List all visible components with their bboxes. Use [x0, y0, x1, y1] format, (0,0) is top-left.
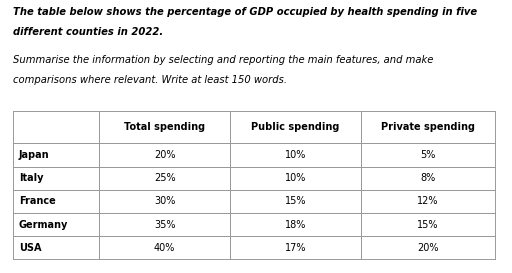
Text: Total spending: Total spending — [124, 122, 205, 132]
Text: The table below shows the percentage of GDP occupied by health spending in five: The table below shows the percentage of … — [13, 7, 477, 17]
Text: comparisons where relevant. Write at least 150 words.: comparisons where relevant. Write at lea… — [13, 75, 287, 85]
Text: 8%: 8% — [420, 173, 435, 183]
Text: 5%: 5% — [420, 150, 436, 160]
Text: Italy: Italy — [19, 173, 44, 183]
Text: 20%: 20% — [154, 150, 176, 160]
Text: 30%: 30% — [154, 196, 176, 206]
Text: 17%: 17% — [285, 243, 306, 253]
Text: USA: USA — [19, 243, 41, 253]
Text: 35%: 35% — [154, 219, 176, 230]
Text: Public spending: Public spending — [251, 122, 340, 132]
Text: Japan: Japan — [19, 150, 50, 160]
Text: 15%: 15% — [417, 219, 439, 230]
Text: 12%: 12% — [417, 196, 439, 206]
Text: France: France — [19, 196, 56, 206]
Text: 25%: 25% — [154, 173, 176, 183]
Text: Summarise the information by selecting and reporting the main features, and make: Summarise the information by selecting a… — [13, 55, 433, 65]
Text: 15%: 15% — [285, 196, 306, 206]
Text: Private spending: Private spending — [381, 122, 475, 132]
Text: Germany: Germany — [19, 219, 68, 230]
Text: different counties in 2022.: different counties in 2022. — [13, 27, 163, 37]
Text: 40%: 40% — [154, 243, 176, 253]
Text: 20%: 20% — [417, 243, 439, 253]
Text: 10%: 10% — [285, 150, 306, 160]
Text: 10%: 10% — [285, 173, 306, 183]
Text: 18%: 18% — [285, 219, 306, 230]
